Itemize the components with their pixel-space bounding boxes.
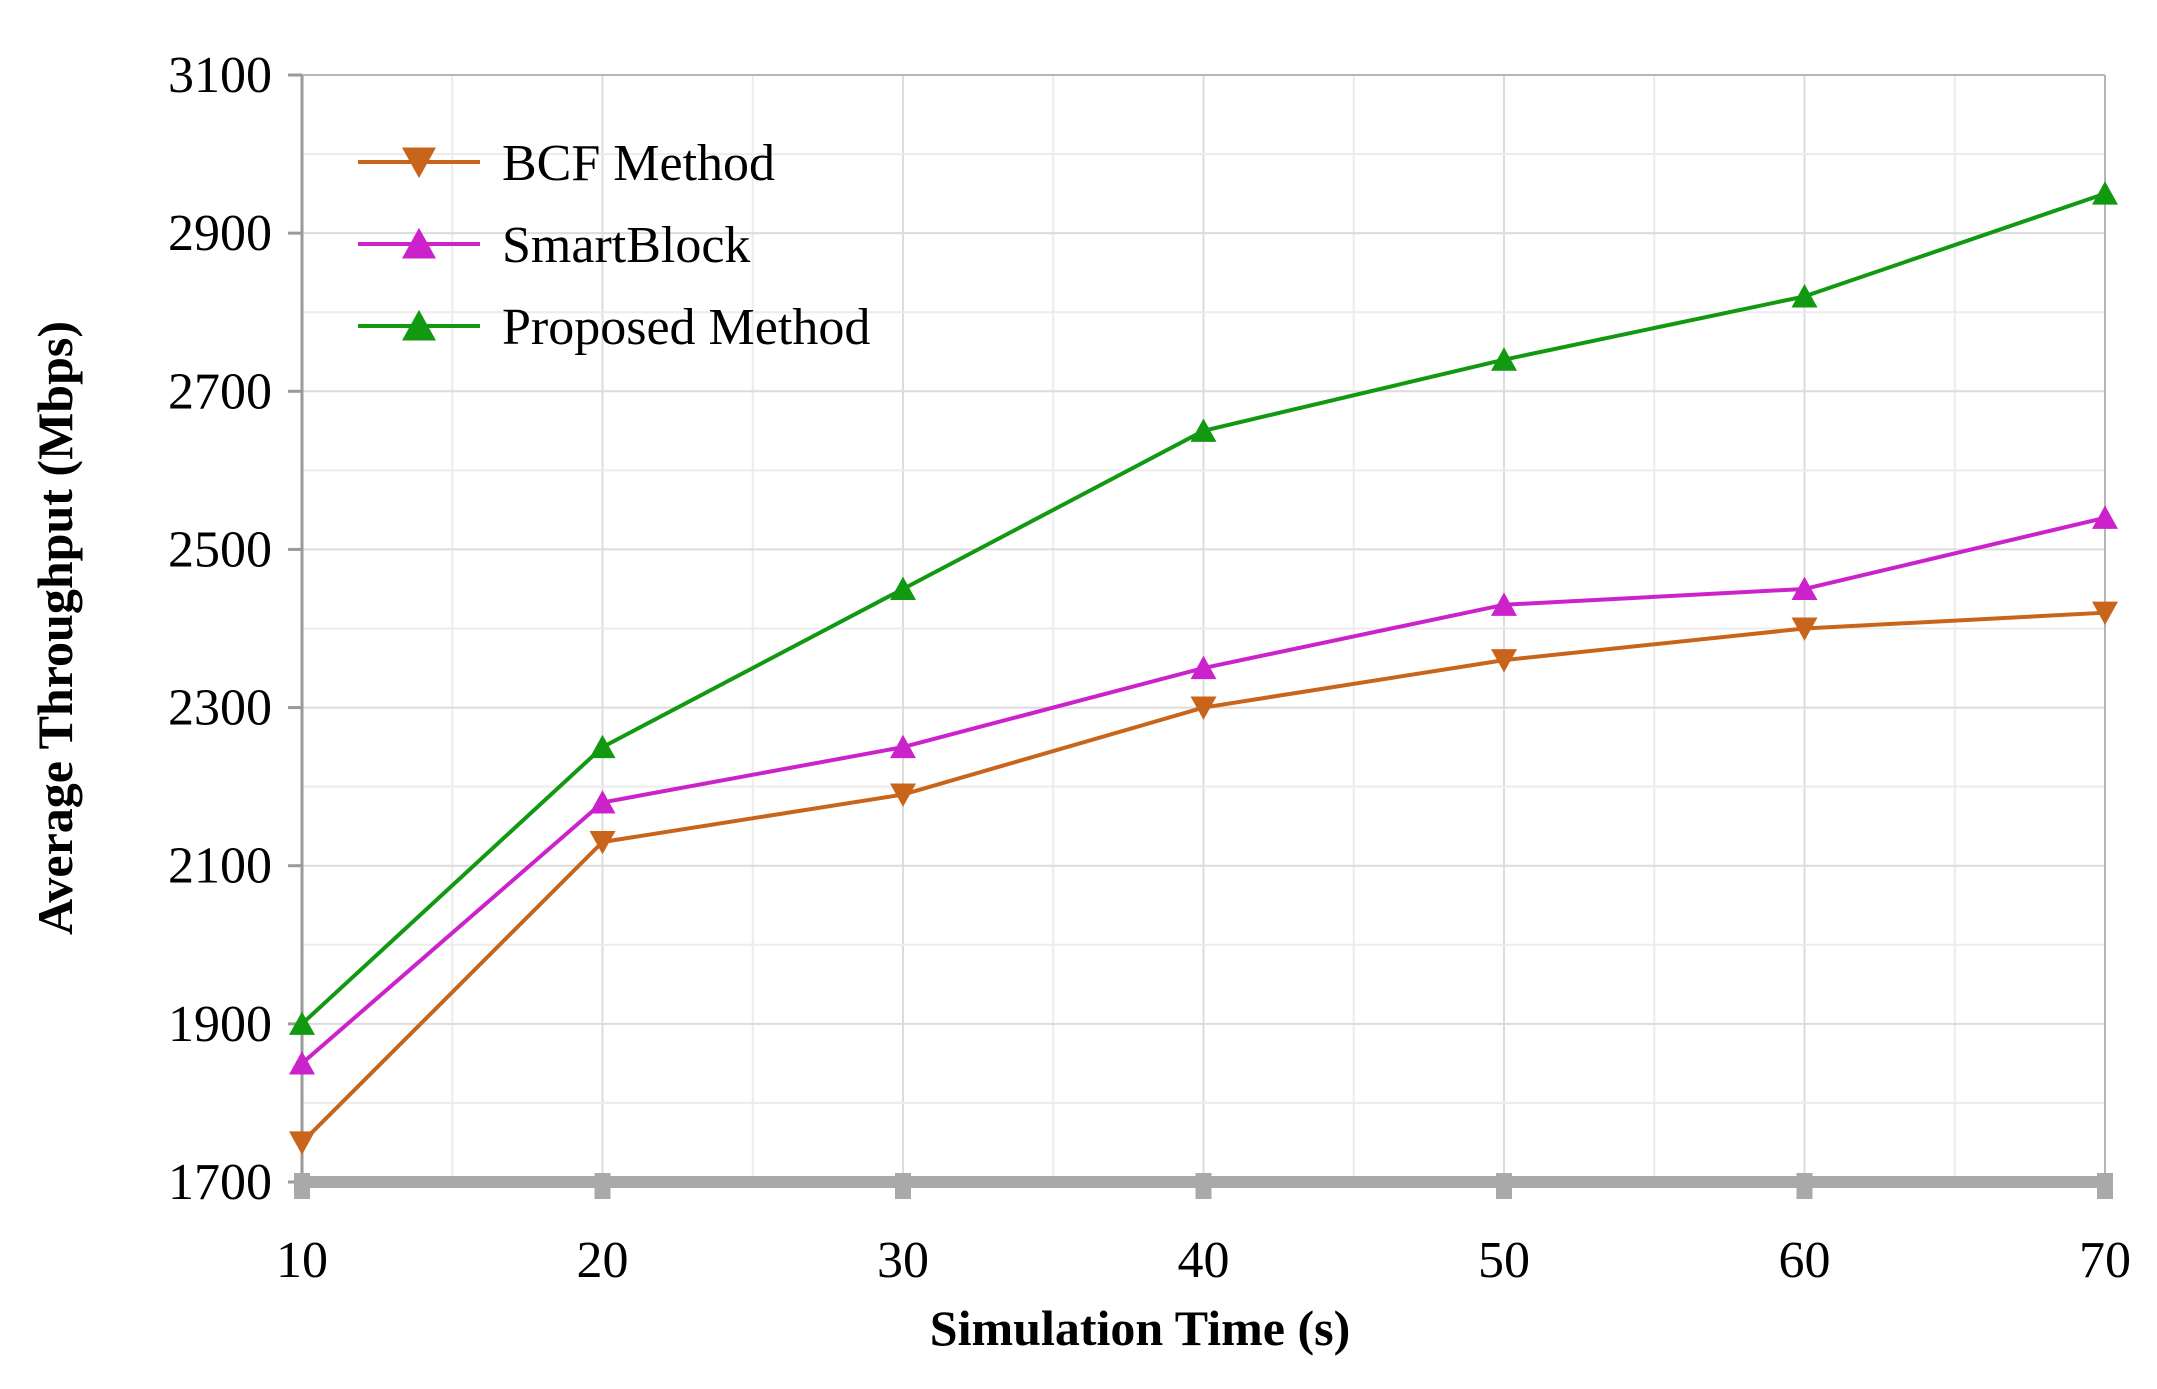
- legend-item-bcf-method: BCF Method: [358, 135, 775, 192]
- y-tick-label: 2500: [168, 521, 272, 578]
- y-tick-label: 1700: [168, 1154, 272, 1211]
- legend: BCF Method SmartBlock Proposed Method: [358, 135, 870, 356]
- x-tick-label: 70: [2079, 1232, 2131, 1289]
- data-point-proposed-method: [890, 576, 916, 601]
- data-point-smartblock: [1190, 655, 1217, 680]
- data-point-smartblock: [589, 790, 616, 814]
- data-point-proposed-method: [589, 734, 616, 759]
- data-point-smartblock: [2092, 505, 2118, 529]
- data-point-bcf-method: [1791, 617, 1818, 641]
- data-point-proposed-method: [1491, 347, 1517, 371]
- legend-item-proposed-method: Proposed Method: [358, 299, 870, 356]
- legend-marker: [402, 147, 436, 179]
- x-tick-label: 40: [1178, 1232, 1230, 1289]
- data-point-bcf-method: [1190, 696, 1217, 720]
- legend-marker: [402, 309, 436, 341]
- data-point-proposed-method: [1791, 284, 1818, 308]
- data-point-smartblock: [289, 1051, 315, 1075]
- series-layer: [289, 181, 2118, 1155]
- y-tick-label: 1900: [168, 996, 272, 1053]
- y-tick-label: 2300: [168, 680, 272, 737]
- data-point-smartblock: [1491, 592, 1517, 616]
- series-smartblock: [289, 505, 2118, 1075]
- axes: 1700 1900 2100 2300 2500 2700 2900 3100 10 20 30 40…: [168, 47, 2131, 1289]
- data-point-bcf-method: [589, 830, 616, 855]
- data-point-proposed-method: [289, 1011, 315, 1035]
- x-tick-mark: [1496, 1173, 1512, 1199]
- series-bcf-method: [289, 601, 2118, 1155]
- data-point-proposed-method: [2092, 181, 2118, 205]
- x-tick-mark: [1195, 1173, 1212, 1199]
- legend-item-smartblock: SmartBlock: [358, 217, 750, 274]
- y-tick-label: 2900: [168, 205, 272, 262]
- legend-label: BCF Method: [502, 135, 775, 192]
- data-point-proposed-method: [1190, 418, 1217, 442]
- data-point-bcf-method: [289, 1131, 315, 1155]
- data-point-bcf-method: [890, 783, 916, 807]
- x-tick-label: 60: [1779, 1232, 1831, 1289]
- x-tick-label: 20: [577, 1232, 629, 1289]
- x-tick-label: 30: [877, 1232, 929, 1289]
- x-tick-mark: [594, 1173, 611, 1199]
- legend-marker: [402, 227, 436, 259]
- x-tick-mark: [1796, 1173, 1813, 1199]
- x-tick-mark: [2097, 1173, 2113, 1199]
- series-proposed-method: [289, 181, 2118, 1035]
- x-tick-mark: [294, 1173, 310, 1199]
- legend-label: SmartBlock: [502, 217, 750, 274]
- y-tick-label: 2100: [168, 838, 272, 895]
- data-point-bcf-method: [2092, 601, 2118, 626]
- data-point-smartblock: [1791, 576, 1818, 601]
- y-tick-label: 3100: [168, 47, 272, 104]
- data-point-bcf-method: [1491, 649, 1517, 673]
- y-tick-label: 2700: [168, 363, 272, 420]
- y-axis-title: Average Throughput (Mbps): [27, 321, 83, 935]
- x-tick-label: 10: [276, 1232, 328, 1289]
- legend-label: Proposed Method: [502, 299, 870, 356]
- x-tick-mark: [895, 1173, 911, 1199]
- x-tick-label: 50: [1478, 1232, 1530, 1289]
- x-axis-title: Simulation Time (s): [930, 1300, 1350, 1356]
- data-point-smartblock: [890, 734, 916, 759]
